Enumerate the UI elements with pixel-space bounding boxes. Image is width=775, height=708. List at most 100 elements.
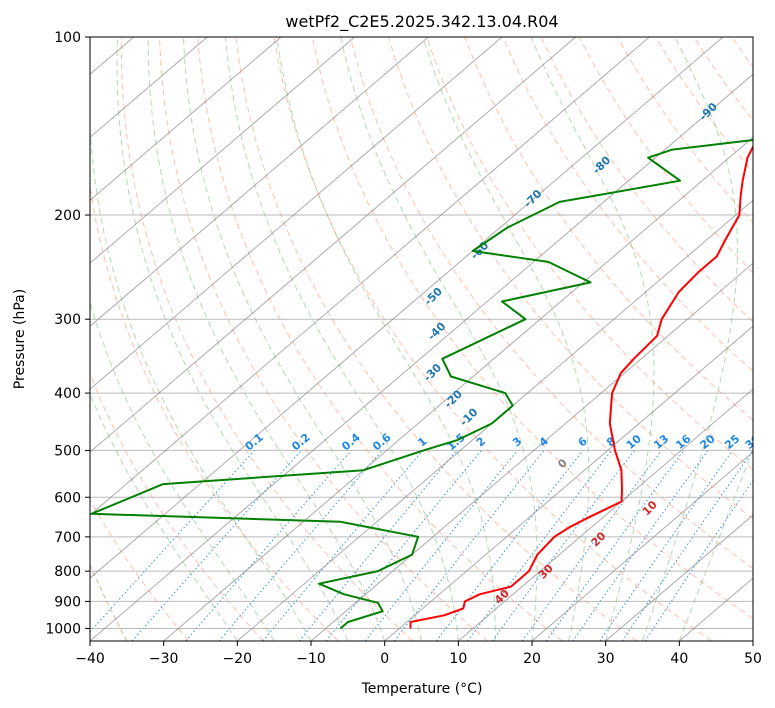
y-tick-label: 700: [54, 530, 81, 546]
y-tick-label: 400: [54, 386, 81, 402]
dry-adiabat-line: [770, 37, 775, 641]
mixing-ratio-lines: [90, 450, 753, 641]
dry-adiabat-line: [578, 37, 753, 274]
isotherm-line: [90, 37, 429, 327]
isotherm-grid: [0, 37, 753, 641]
plot-area: 0.10.20.40.611.52346810131620253036-100-…: [0, 37, 775, 641]
x-tick-label: −30: [149, 651, 179, 667]
reference-curve: [90, 563, 128, 641]
mixing-ratio-label: 0.6: [370, 431, 394, 454]
x-axis-label: Temperature (°C): [361, 681, 483, 697]
dry-adiabat-line: [540, 37, 753, 323]
x-tick-label: 50: [744, 651, 762, 667]
x-tick-label: 30: [597, 651, 615, 667]
moist-adiabat-line: [642, 37, 738, 641]
mixing-ratio-line: [262, 450, 424, 641]
moist-adiabat-line: [90, 300, 275, 641]
mixing-ratio-line: [545, 450, 685, 641]
mixing-ratio-label: 16: [673, 432, 693, 452]
mixing-ratio-line: [467, 450, 612, 641]
mixing-ratio-line: [491, 450, 635, 641]
x-tick-label: −40: [75, 651, 105, 667]
marker-label: 0: [555, 456, 570, 471]
dry-adiabat-line: [311, 37, 753, 620]
x-tick-label: 10: [449, 651, 467, 667]
moist-adiabat-line: [183, 37, 422, 641]
isotherm-line: [90, 37, 650, 516]
dewpoint-line: [90, 139, 753, 630]
isotherm-line: [752, 640, 753, 641]
y-tick-label: 200: [54, 208, 81, 224]
isotherm-line: [531, 451, 753, 641]
dry-adiabat-line: [273, 37, 712, 641]
dry-adiabat-line: [235, 37, 638, 641]
y-axis-ticks: 100 200 300 400 500 600 700 800 900 1000: [45, 30, 90, 637]
mixing-ratio-label: 1: [415, 435, 429, 450]
dry-adiabat-label: 30: [536, 562, 556, 582]
y-tick-label: 900: [54, 594, 81, 610]
moist-adiabat-line: [90, 37, 312, 641]
mixing-ratio-label: 0.2: [289, 431, 312, 453]
moist-adiabat-line: [147, 37, 386, 641]
chart-title: wetPf2_C2E5.2025.342.13.04.R04: [285, 12, 558, 32]
y-tick-label: 500: [54, 443, 81, 459]
mixing-ratio-line: [644, 479, 753, 641]
mixing-ratio-label: 13: [651, 432, 671, 452]
line-labels: 0.10.20.40.611.52346810131620253036-100-…: [243, 100, 775, 607]
dry-adiabat-line: [616, 37, 753, 224]
moist-adiabat-line: [276, 37, 496, 641]
mixing-ratio-label: 8: [604, 435, 618, 450]
moist-adiabat-label: -60: [468, 239, 491, 262]
isotherm-line: [237, 199, 753, 641]
mixing-ratio-line: [393, 450, 545, 641]
dry-adiabat-line: [655, 37, 753, 173]
x-tick-label: −20: [223, 651, 253, 667]
x-tick-label: 0: [380, 651, 389, 667]
dry-adiabats: [90, 37, 775, 641]
moist-adiabat-line: [422, 37, 590, 641]
mixing-ratio-line: [298, 450, 457, 641]
mixing-ratio-line: [436, 450, 584, 641]
y-tick-label: 800: [54, 564, 81, 580]
dry-adiabat-label: 10: [640, 498, 660, 518]
dry-adiabat-line: [159, 37, 488, 641]
mixing-ratio-label: 2: [474, 435, 488, 450]
x-tick-label: −10: [296, 651, 326, 667]
moist-adiabat-label: -30: [421, 361, 444, 384]
mixing-ratio-label: 25: [722, 432, 742, 452]
isotherm-line: [90, 37, 356, 264]
moist-adiabat-line: [530, 37, 655, 641]
mixing-ratio-label: 30: [743, 432, 763, 452]
moist-adiabat-label: -50: [422, 285, 445, 308]
mixing-ratio-label: 36: [764, 432, 775, 452]
moist-adiabat-line: [678, 447, 753, 641]
moist-adiabat-label: -20: [442, 387, 465, 410]
isotherm-line: [90, 37, 724, 579]
dry-adiabat-line: [349, 37, 753, 570]
isotherm-line: [0, 37, 60, 641]
moist-adiabat-label: -80: [590, 153, 613, 176]
plot-frame: [89, 36, 754, 642]
mixing-ratio-line: [521, 450, 663, 641]
mixing-ratio-line: [325, 450, 482, 641]
isotherm-line: [384, 325, 753, 641]
dry-adiabat-line: [197, 37, 563, 641]
isotherm-line: [90, 73, 753, 641]
mixing-ratio-line: [131, 450, 302, 641]
mixing-ratio-line: [364, 450, 518, 641]
isotherm-line: [605, 514, 753, 641]
y-tick-label: 300: [54, 312, 81, 328]
moist-adiabat-line: [90, 392, 238, 641]
isotherm-line: [90, 37, 208, 138]
isotherm-line: [90, 37, 503, 390]
mixing-ratio-line: [599, 450, 734, 641]
isotherm-line: [458, 388, 753, 641]
x-axis-ticks: −40 −30 −20 −10 0 10 20 30 40 50: [75, 641, 762, 667]
mixing-ratio-label: 20: [698, 432, 718, 452]
isobar-grid: [90, 37, 753, 629]
dry-adiabat-line: [90, 372, 264, 641]
moist-adiabat-line: [225, 37, 459, 641]
dry-adiabat-line: [90, 183, 339, 641]
moist-adiabats: [90, 37, 753, 641]
